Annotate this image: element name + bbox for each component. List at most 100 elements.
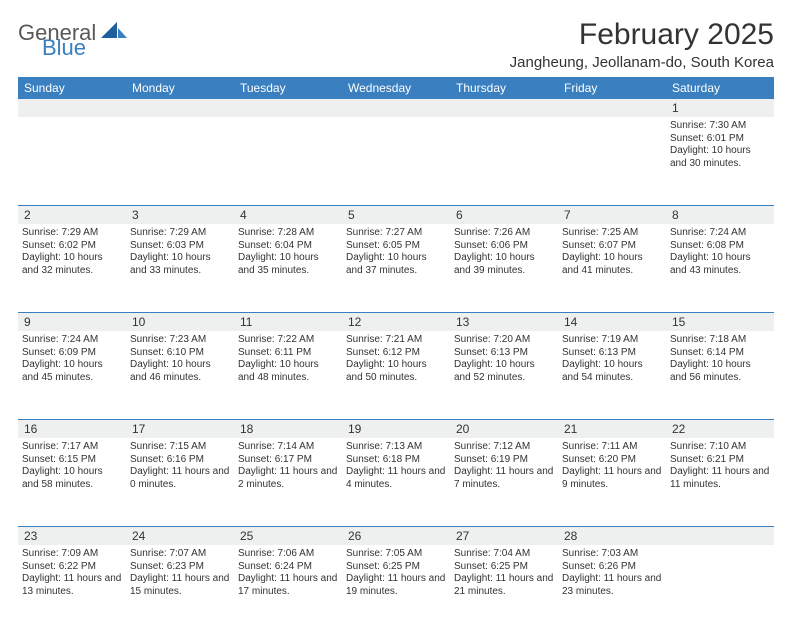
sunrise-text: Sunrise: 7:29 AM — [130, 227, 230, 240]
dayhead-thu: Thursday — [450, 77, 558, 99]
daynum-row: 16171819202122 — [18, 420, 774, 438]
calendar-cell: Sunrise: 7:23 AMSunset: 6:10 PMDaylight:… — [126, 331, 234, 419]
sunrise-text: Sunrise: 7:17 AM — [22, 441, 122, 454]
calendar-cell: Sunrise: 7:14 AMSunset: 6:17 PMDaylight:… — [234, 438, 342, 526]
day-number — [234, 99, 342, 117]
daylight-text: Daylight: 10 hours and 58 minutes. — [22, 466, 122, 491]
sunset-text: Sunset: 6:18 PM — [346, 454, 446, 467]
day-number: 23 — [18, 527, 126, 545]
day-number: 27 — [450, 527, 558, 545]
daylight-text: Daylight: 10 hours and 30 minutes. — [670, 145, 770, 170]
day-number: 16 — [18, 420, 126, 438]
sunrise-text: Sunrise: 7:29 AM — [22, 227, 122, 240]
sunset-text: Sunset: 6:22 PM — [22, 561, 122, 574]
daylight-text: Daylight: 11 hours and 23 minutes. — [562, 573, 662, 598]
daylight-text: Daylight: 10 hours and 32 minutes. — [22, 252, 122, 277]
sunset-text: Sunset: 6:21 PM — [670, 454, 770, 467]
sunset-text: Sunset: 6:10 PM — [130, 347, 230, 360]
sunrise-text: Sunrise: 7:19 AM — [562, 334, 662, 347]
day-number: 11 — [234, 313, 342, 331]
sunset-text: Sunset: 6:26 PM — [562, 561, 662, 574]
day-number: 6 — [450, 206, 558, 224]
day-number — [450, 99, 558, 117]
calendar-cell: Sunrise: 7:13 AMSunset: 6:18 PMDaylight:… — [342, 438, 450, 526]
detail-row: Sunrise: 7:09 AMSunset: 6:22 PM Daylight:… — [18, 545, 774, 633]
day-number — [126, 99, 234, 117]
sunset-text: Sunset: 6:24 PM — [238, 561, 338, 574]
calendar-cell — [234, 117, 342, 205]
sunset-text: Sunset: 6:20 PM — [562, 454, 662, 467]
daylight-text: Daylight: 10 hours and 33 minutes. — [130, 252, 230, 277]
day-number: 8 — [666, 206, 774, 224]
calendar-cell: Sunrise: 7:20 AMSunset: 6:13 PMDaylight:… — [450, 331, 558, 419]
sunset-text: Sunset: 6:08 PM — [670, 240, 770, 253]
calendar-cell — [450, 117, 558, 205]
calendar-cell: Sunrise: 7:26 AMSunset: 6:06 PMDaylight:… — [450, 224, 558, 312]
sunrise-text: Sunrise: 7:24 AM — [22, 334, 122, 347]
calendar-cell: Sunrise: 7:17 AMSunset: 6:15 PMDaylight:… — [18, 438, 126, 526]
calendar-cell: Sunrise: 7:24 AMSunset: 6:08 PMDaylight:… — [666, 224, 774, 312]
day-number: 18 — [234, 420, 342, 438]
day-number: 22 — [666, 420, 774, 438]
sunrise-text: Sunrise: 7:12 AM — [454, 441, 554, 454]
calendar-cell — [342, 117, 450, 205]
sunrise-text: Sunrise: 7:11 AM — [562, 441, 662, 454]
sunset-text: Sunset: 6:19 PM — [454, 454, 554, 467]
day-number: 17 — [126, 420, 234, 438]
day-number: 12 — [342, 313, 450, 331]
day-number: 4 — [234, 206, 342, 224]
sunrise-text: Sunrise: 7:21 AM — [346, 334, 446, 347]
day-number: 7 — [558, 206, 666, 224]
day-number: 20 — [450, 420, 558, 438]
daynum-row: 2345678 — [18, 206, 774, 224]
dayhead-sat: Saturday — [666, 77, 774, 99]
sunset-text: Sunset: 6:13 PM — [562, 347, 662, 360]
daylight-text: Daylight: 11 hours and 17 minutes. — [238, 573, 338, 598]
sunrise-text: Sunrise: 7:15 AM — [130, 441, 230, 454]
sunset-text: Sunset: 6:06 PM — [454, 240, 554, 253]
sunset-text: Sunset: 6:09 PM — [22, 347, 122, 360]
sunrise-text: Sunrise: 7:06 AM — [238, 548, 338, 561]
calendar-cell: Sunrise: 7:12 AMSunset: 6:19 PMDaylight:… — [450, 438, 558, 526]
calendar-cell: Sunrise: 7:24 AMSunset: 6:09 PMDaylight:… — [18, 331, 126, 419]
title-block: February 2025 Jangheung, Jeollanam-do, S… — [510, 18, 774, 71]
daylight-text: Daylight: 10 hours and 45 minutes. — [22, 359, 122, 384]
calendar-grid: 1Sunrise: 7:30 AMSunset: 6:01 PMDaylight… — [18, 99, 774, 633]
detail-row: Sunrise: 7:30 AMSunset: 6:01 PMDaylight:… — [18, 117, 774, 205]
sunset-text: Sunset: 6:17 PM — [238, 454, 338, 467]
sunrise-text: Sunrise: 7:14 AM — [238, 441, 338, 454]
day-number: 14 — [558, 313, 666, 331]
dayhead-wed: Wednesday — [342, 77, 450, 99]
sunrise-text: Sunrise: 7:26 AM — [454, 227, 554, 240]
day-number: 25 — [234, 527, 342, 545]
calendar-cell — [18, 117, 126, 205]
detail-row: Sunrise: 7:17 AMSunset: 6:15 PMDaylight:… — [18, 438, 774, 526]
calendar-cell — [126, 117, 234, 205]
daylight-text: Daylight: 11 hours and 11 minutes. — [670, 466, 770, 491]
daylight-text: Daylight: 10 hours and 39 minutes. — [454, 252, 554, 277]
sunset-text: Sunset: 6:13 PM — [454, 347, 554, 360]
daylight-text: Daylight: 11 hours and 21 minutes. — [454, 573, 554, 598]
day-number: 21 — [558, 420, 666, 438]
sunrise-text: Sunrise: 7:13 AM — [346, 441, 446, 454]
calendar-cell: Sunrise: 7:29 AMSunset: 6:03 PMDaylight:… — [126, 224, 234, 312]
sunrise-text: Sunrise: 7:09 AM — [22, 548, 122, 561]
sunrise-text: Sunrise: 7:28 AM — [238, 227, 338, 240]
daylight-text: Daylight: 11 hours and 0 minutes. — [130, 466, 230, 491]
day-number: 26 — [342, 527, 450, 545]
day-number: 13 — [450, 313, 558, 331]
logo: General Blue — [18, 22, 127, 59]
day-number: 1 — [666, 99, 774, 117]
sunset-text: Sunset: 6:15 PM — [22, 454, 122, 467]
daylight-text: Daylight: 11 hours and 19 minutes. — [346, 573, 446, 598]
calendar-cell: Sunrise: 7:29 AMSunset: 6:02 PMDaylight:… — [18, 224, 126, 312]
calendar-cell: Sunrise: 7:07 AMSunset: 6:23 PMDaylight:… — [126, 545, 234, 633]
day-number: 19 — [342, 420, 450, 438]
daylight-text: Daylight: 10 hours and 35 minutes. — [238, 252, 338, 277]
sunset-text: Sunset: 6:12 PM — [346, 347, 446, 360]
daylight-text: Daylight: 11 hours and 4 minutes. — [346, 466, 446, 491]
day-number: 5 — [342, 206, 450, 224]
logo-text-blue: Blue — [42, 38, 127, 59]
sunrise-text: Sunrise: 7:22 AM — [238, 334, 338, 347]
calendar-cell: Sunrise: 7:30 AMSunset: 6:01 PMDaylight:… — [666, 117, 774, 205]
